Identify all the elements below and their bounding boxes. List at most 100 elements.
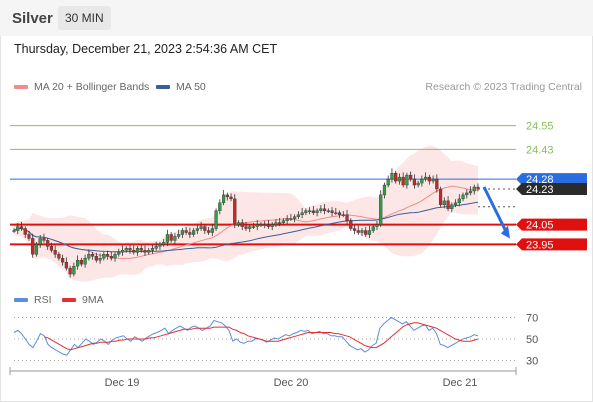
- price-level-label: 24.55: [526, 121, 554, 133]
- candle-body: [68, 267, 72, 275]
- candle-body: [420, 178, 424, 184]
- candle-body: [251, 226, 256, 228]
- candle-body: [49, 246, 54, 251]
- ma50-swatch: [156, 85, 170, 89]
- candle-body: [199, 226, 203, 229]
- candle-body: [319, 208, 323, 211]
- candle-body: [453, 202, 458, 206]
- legend-ma20: MA 20 + Bollinger Bands: [14, 81, 149, 93]
- candle-body: [367, 230, 372, 235]
- candle-body: [210, 228, 214, 233]
- candle-body: [401, 176, 405, 186]
- candle-body: [31, 238, 35, 255]
- price-tag: [516, 173, 587, 186]
- timeframe-button[interactable]: 30 MIN: [58, 6, 111, 30]
- candle-body: [113, 254, 117, 259]
- candle-body: [109, 256, 113, 259]
- ma50-line: [13, 201, 479, 253]
- candle-body: [281, 220, 286, 223]
- chart-header: Silver 30 MIN: [0, 0, 593, 36]
- candle-body: [364, 230, 368, 235]
- candle-body: [311, 210, 315, 213]
- ma20-label: MA 20 + Bollinger Bands: [34, 81, 150, 93]
- candle-body: [214, 210, 218, 229]
- candle-body: [274, 222, 278, 225]
- candle-body: [23, 228, 27, 235]
- candle-body: [184, 230, 188, 233]
- candle-body: [165, 234, 170, 243]
- ma9-swatch: [62, 298, 76, 302]
- price-tag: [516, 182, 587, 195]
- candle-body: [382, 184, 387, 196]
- rsi-label: RSI: [34, 294, 52, 306]
- candle-body: [457, 198, 461, 204]
- candle-body: [416, 182, 420, 186]
- candle-body: [94, 256, 98, 261]
- candle-body: [352, 228, 357, 231]
- candle-body: [218, 202, 222, 211]
- ma50-label: MA 50: [176, 81, 206, 93]
- candle-body: [259, 224, 263, 226]
- timestamp: Thursday, December 21, 2023 2:54:36 AM C…: [14, 42, 278, 56]
- candle-body: [120, 250, 125, 253]
- rsi-ma-line: [44, 322, 479, 351]
- candle-body: [90, 254, 95, 257]
- candle-body: [206, 230, 211, 233]
- candle-body: [195, 228, 199, 231]
- rsi-swatch: [14, 298, 28, 302]
- candle-body: [409, 174, 413, 180]
- candle-body: [12, 230, 16, 232]
- candle-body: [98, 258, 102, 261]
- candle-body: [438, 188, 443, 206]
- price-tag-label: 24.05: [526, 220, 554, 232]
- candle-body: [203, 226, 207, 231]
- candle-body: [322, 208, 327, 211]
- candle-body: [57, 254, 61, 259]
- candle-body: [46, 240, 50, 247]
- candle-body: [105, 254, 110, 257]
- candle-body: [270, 224, 274, 227]
- candle-body: [162, 242, 166, 245]
- candle-body: [375, 224, 379, 227]
- candle-body: [412, 178, 416, 186]
- candle-body: [42, 238, 46, 241]
- candle-body: [390, 172, 394, 180]
- candle-body: [229, 196, 233, 200]
- price-level-label: 24.43: [526, 144, 554, 156]
- x-tick-label: Dec 19: [104, 377, 140, 389]
- rsi-tick-label: 70: [526, 312, 538, 324]
- candle-body: [285, 218, 289, 221]
- candle-body: [379, 194, 383, 225]
- candle-body: [472, 186, 476, 192]
- candle-body: [424, 176, 428, 180]
- candle-body: [147, 250, 151, 253]
- candle-body: [173, 236, 177, 241]
- candle-body: [102, 254, 106, 259]
- candle-body: [465, 192, 469, 196]
- candle-body: [442, 200, 446, 206]
- candle-body: [16, 226, 20, 231]
- candle-body: [154, 246, 158, 249]
- candle-body: [315, 210, 319, 213]
- candle-body: [304, 210, 308, 213]
- candle-body: [236, 222, 241, 225]
- candle-body: [128, 248, 132, 251]
- price-tag-label: 24.23: [526, 184, 554, 196]
- candle-body: [19, 226, 24, 229]
- candle-body: [345, 214, 349, 221]
- candle-body: [450, 204, 454, 209]
- ma20-swatch: [14, 85, 28, 89]
- candle-body: [341, 214, 345, 216]
- candle-body: [233, 198, 237, 225]
- candle-body: [117, 252, 121, 255]
- candle-body: [248, 226, 252, 229]
- candle-body: [135, 248, 140, 253]
- candle-body: [431, 178, 435, 182]
- candle-body: [446, 200, 450, 209]
- candle-body: [337, 212, 342, 215]
- candle-body: [293, 216, 297, 219]
- legend-rsi: RSI: [14, 294, 52, 306]
- candle-body: [143, 250, 147, 253]
- candle-body: [76, 259, 80, 267]
